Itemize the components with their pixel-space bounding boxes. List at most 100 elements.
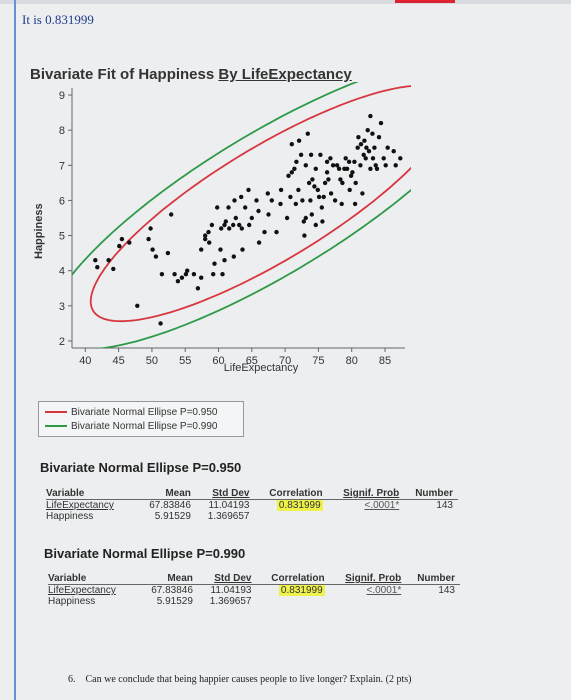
cell-empty <box>254 511 327 522</box>
data-point <box>179 275 185 280</box>
y-tick-label: 3 <box>59 301 65 313</box>
data-point <box>175 279 181 284</box>
data-point <box>199 247 204 252</box>
data-point <box>303 163 308 168</box>
cell-std-dev: 1.369657 <box>209 596 252 607</box>
section-title-950: Bivariate Normal Ellipse P=0.950 <box>40 460 242 475</box>
col-correlation: Correlation <box>271 573 325 584</box>
col-variable: Variable <box>48 573 87 584</box>
data-point <box>296 187 301 193</box>
data-point <box>353 180 358 186</box>
cell-mean: 5.91529 <box>156 596 193 607</box>
data-point <box>330 163 336 168</box>
data-point <box>302 233 307 238</box>
page-top-edge <box>0 0 571 4</box>
data-point <box>226 205 231 210</box>
data-point <box>256 240 262 245</box>
table-row: Happiness 5.91529 1.369657 <box>48 596 460 607</box>
question-number: 6. <box>68 674 76 685</box>
col-correlation: Correlation <box>269 488 323 499</box>
table-header-row: Variable Mean Std Dev Correlation Signif… <box>46 488 458 500</box>
section-title-990: Bivariate Normal Ellipse P=0.990 <box>44 546 246 561</box>
x-axis-label: LifeExpectancy <box>223 362 299 374</box>
data-point <box>293 201 298 207</box>
y-tick-label: 7 <box>59 160 65 172</box>
data-point <box>322 180 328 186</box>
data-point <box>237 222 242 228</box>
ellipse-layer <box>72 82 411 348</box>
data-point <box>363 156 368 161</box>
data-point <box>365 128 370 133</box>
data-point <box>247 222 252 228</box>
homework-question: 6. Can we conclude that being happier ca… <box>68 674 412 685</box>
x-tick-label: 50 <box>146 355 158 367</box>
data-point <box>165 250 171 256</box>
data-point <box>306 180 312 186</box>
data-point <box>316 194 322 200</box>
data-point <box>243 205 248 210</box>
cell-mean: 67.83846 <box>151 585 193 596</box>
data-point <box>298 152 304 157</box>
data-point <box>313 166 318 171</box>
col-mean: Mean <box>167 573 193 584</box>
col-number: Number <box>415 488 453 499</box>
col-variable: Variable <box>46 488 85 499</box>
data-point <box>207 240 212 245</box>
data-point <box>350 170 355 175</box>
data-point <box>233 215 238 221</box>
data-point <box>340 180 345 186</box>
data-point <box>106 258 111 263</box>
data-point <box>378 120 384 126</box>
stats-table-990: Variable Mean Std Dev Correlation Signif… <box>48 573 460 607</box>
cell-variable: Happiness <box>48 596 96 607</box>
col-number: Number <box>417 573 455 584</box>
data-point <box>338 177 343 182</box>
data-point <box>206 229 211 235</box>
x-tick-label: 45 <box>112 355 124 367</box>
data-point <box>231 222 236 228</box>
data-point <box>310 177 315 182</box>
x-tick-label: 85 <box>379 355 391 367</box>
data-point <box>172 272 177 277</box>
x-tick-label: 70 <box>279 355 291 367</box>
data-point <box>227 226 232 231</box>
cell-variable: Happiness <box>46 511 94 522</box>
data-point <box>319 205 324 210</box>
data-point <box>215 205 220 210</box>
legend-label-990: Bivariate Normal Ellipse P=0.990 <box>71 420 218 432</box>
y-tick-label: 4 <box>59 266 65 278</box>
data-point <box>334 163 340 168</box>
data-point <box>169 212 174 217</box>
cell-mean: 67.83846 <box>149 500 191 511</box>
data-point <box>373 163 378 168</box>
data-point <box>318 152 323 157</box>
points-layer <box>93 113 403 326</box>
data-point <box>308 152 314 157</box>
figure-title-suffix: By LifeExpectancy <box>218 66 352 83</box>
data-point <box>150 247 155 252</box>
data-point <box>368 166 373 171</box>
page-margin-line <box>14 0 16 700</box>
data-point <box>249 215 254 221</box>
data-point <box>111 266 116 272</box>
cell-signif: <.0001* <box>366 585 402 596</box>
data-point <box>352 159 357 164</box>
col-signif: Signif. Prob <box>343 488 400 499</box>
legend-swatch-950 <box>45 411 67 413</box>
table-row: LifeExpectancy 67.83846 11.04193 0.83199… <box>48 585 460 596</box>
legend-swatch-990 <box>45 425 67 427</box>
data-point <box>148 226 153 231</box>
correlation-highlight: 0.831999 <box>278 585 325 596</box>
table-row: LifeExpectancy 67.83846 11.04193 0.83199… <box>46 500 458 511</box>
data-point <box>305 131 310 136</box>
data-point <box>320 219 325 224</box>
data-point <box>398 156 403 161</box>
cell-std-dev: 11.04193 <box>210 585 252 596</box>
col-mean: Mean <box>165 488 191 499</box>
data-point <box>218 247 223 252</box>
data-point <box>231 254 236 259</box>
data-point <box>211 272 216 277</box>
data-point <box>289 170 294 175</box>
data-point <box>348 173 354 178</box>
cell-empty <box>328 511 405 522</box>
